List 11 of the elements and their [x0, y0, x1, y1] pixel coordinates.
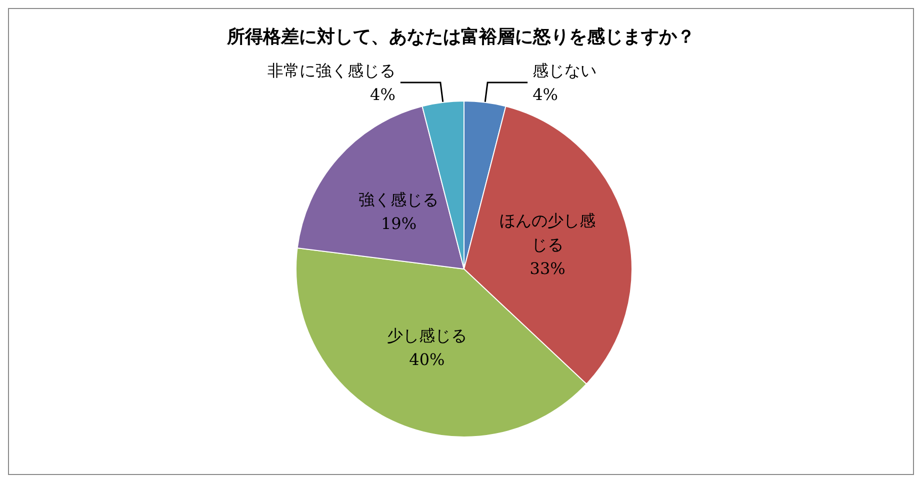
data-label: 4% — [532, 84, 558, 104]
chart-title: 所得格差に対して、あなたは富裕層に怒りを感じますか？ — [226, 26, 695, 48]
data-label: 40% — [409, 350, 445, 370]
slice-label: 非常に強く感じる — [267, 60, 396, 80]
slice-label: 感じない — [532, 60, 597, 80]
slice-label: ほんの少し感じる — [500, 211, 596, 254]
data-label: 33% — [530, 259, 566, 278]
slice-label: 強く感じる — [358, 190, 439, 209]
slice-label: 少し感じる — [386, 326, 467, 346]
data-label: 19% — [380, 214, 417, 233]
data-label: 4% — [370, 84, 396, 104]
